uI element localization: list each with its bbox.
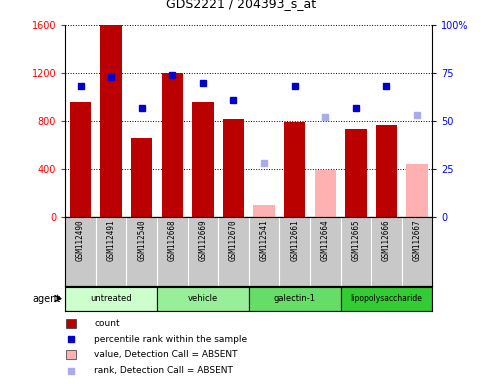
Bar <box>66 319 76 328</box>
Text: value, Detection Call = ABSENT: value, Detection Call = ABSENT <box>94 351 238 359</box>
Text: percentile rank within the sample: percentile rank within the sample <box>94 334 247 344</box>
Text: GSM112667: GSM112667 <box>412 219 422 261</box>
Bar <box>341 286 432 311</box>
Bar <box>254 205 275 217</box>
Bar <box>249 286 341 311</box>
Bar <box>66 351 76 359</box>
Bar <box>345 129 367 217</box>
Text: GSM112541: GSM112541 <box>259 219 269 261</box>
Bar <box>100 25 122 217</box>
Text: GSM112669: GSM112669 <box>199 219 207 261</box>
Bar <box>157 286 249 311</box>
Text: vehicle: vehicle <box>188 294 218 303</box>
Bar <box>223 119 244 217</box>
Bar <box>284 122 305 217</box>
Text: count: count <box>94 319 120 328</box>
Bar <box>70 102 91 217</box>
Text: agent: agent <box>32 293 60 304</box>
Bar <box>314 170 336 217</box>
Text: GSM112670: GSM112670 <box>229 219 238 261</box>
Bar <box>65 286 157 311</box>
Text: GSM112490: GSM112490 <box>76 219 85 261</box>
Text: GSM112665: GSM112665 <box>351 219 360 261</box>
Text: GSM112540: GSM112540 <box>137 219 146 261</box>
Text: rank, Detection Call = ABSENT: rank, Detection Call = ABSENT <box>94 366 233 376</box>
Text: GSM112664: GSM112664 <box>321 219 330 261</box>
Text: lipopolysaccharide: lipopolysaccharide <box>351 294 422 303</box>
Bar <box>192 102 213 217</box>
Text: galectin-1: galectin-1 <box>274 294 315 303</box>
Text: untreated: untreated <box>90 294 132 303</box>
Text: GSM112666: GSM112666 <box>382 219 391 261</box>
Text: GSM112668: GSM112668 <box>168 219 177 261</box>
Bar <box>162 73 183 217</box>
Text: GSM112661: GSM112661 <box>290 219 299 261</box>
Bar <box>376 124 397 217</box>
Text: GSM112491: GSM112491 <box>107 219 115 261</box>
Bar <box>131 138 153 217</box>
Bar <box>406 164 428 217</box>
Text: GDS2221 / 204393_s_at: GDS2221 / 204393_s_at <box>167 0 316 10</box>
